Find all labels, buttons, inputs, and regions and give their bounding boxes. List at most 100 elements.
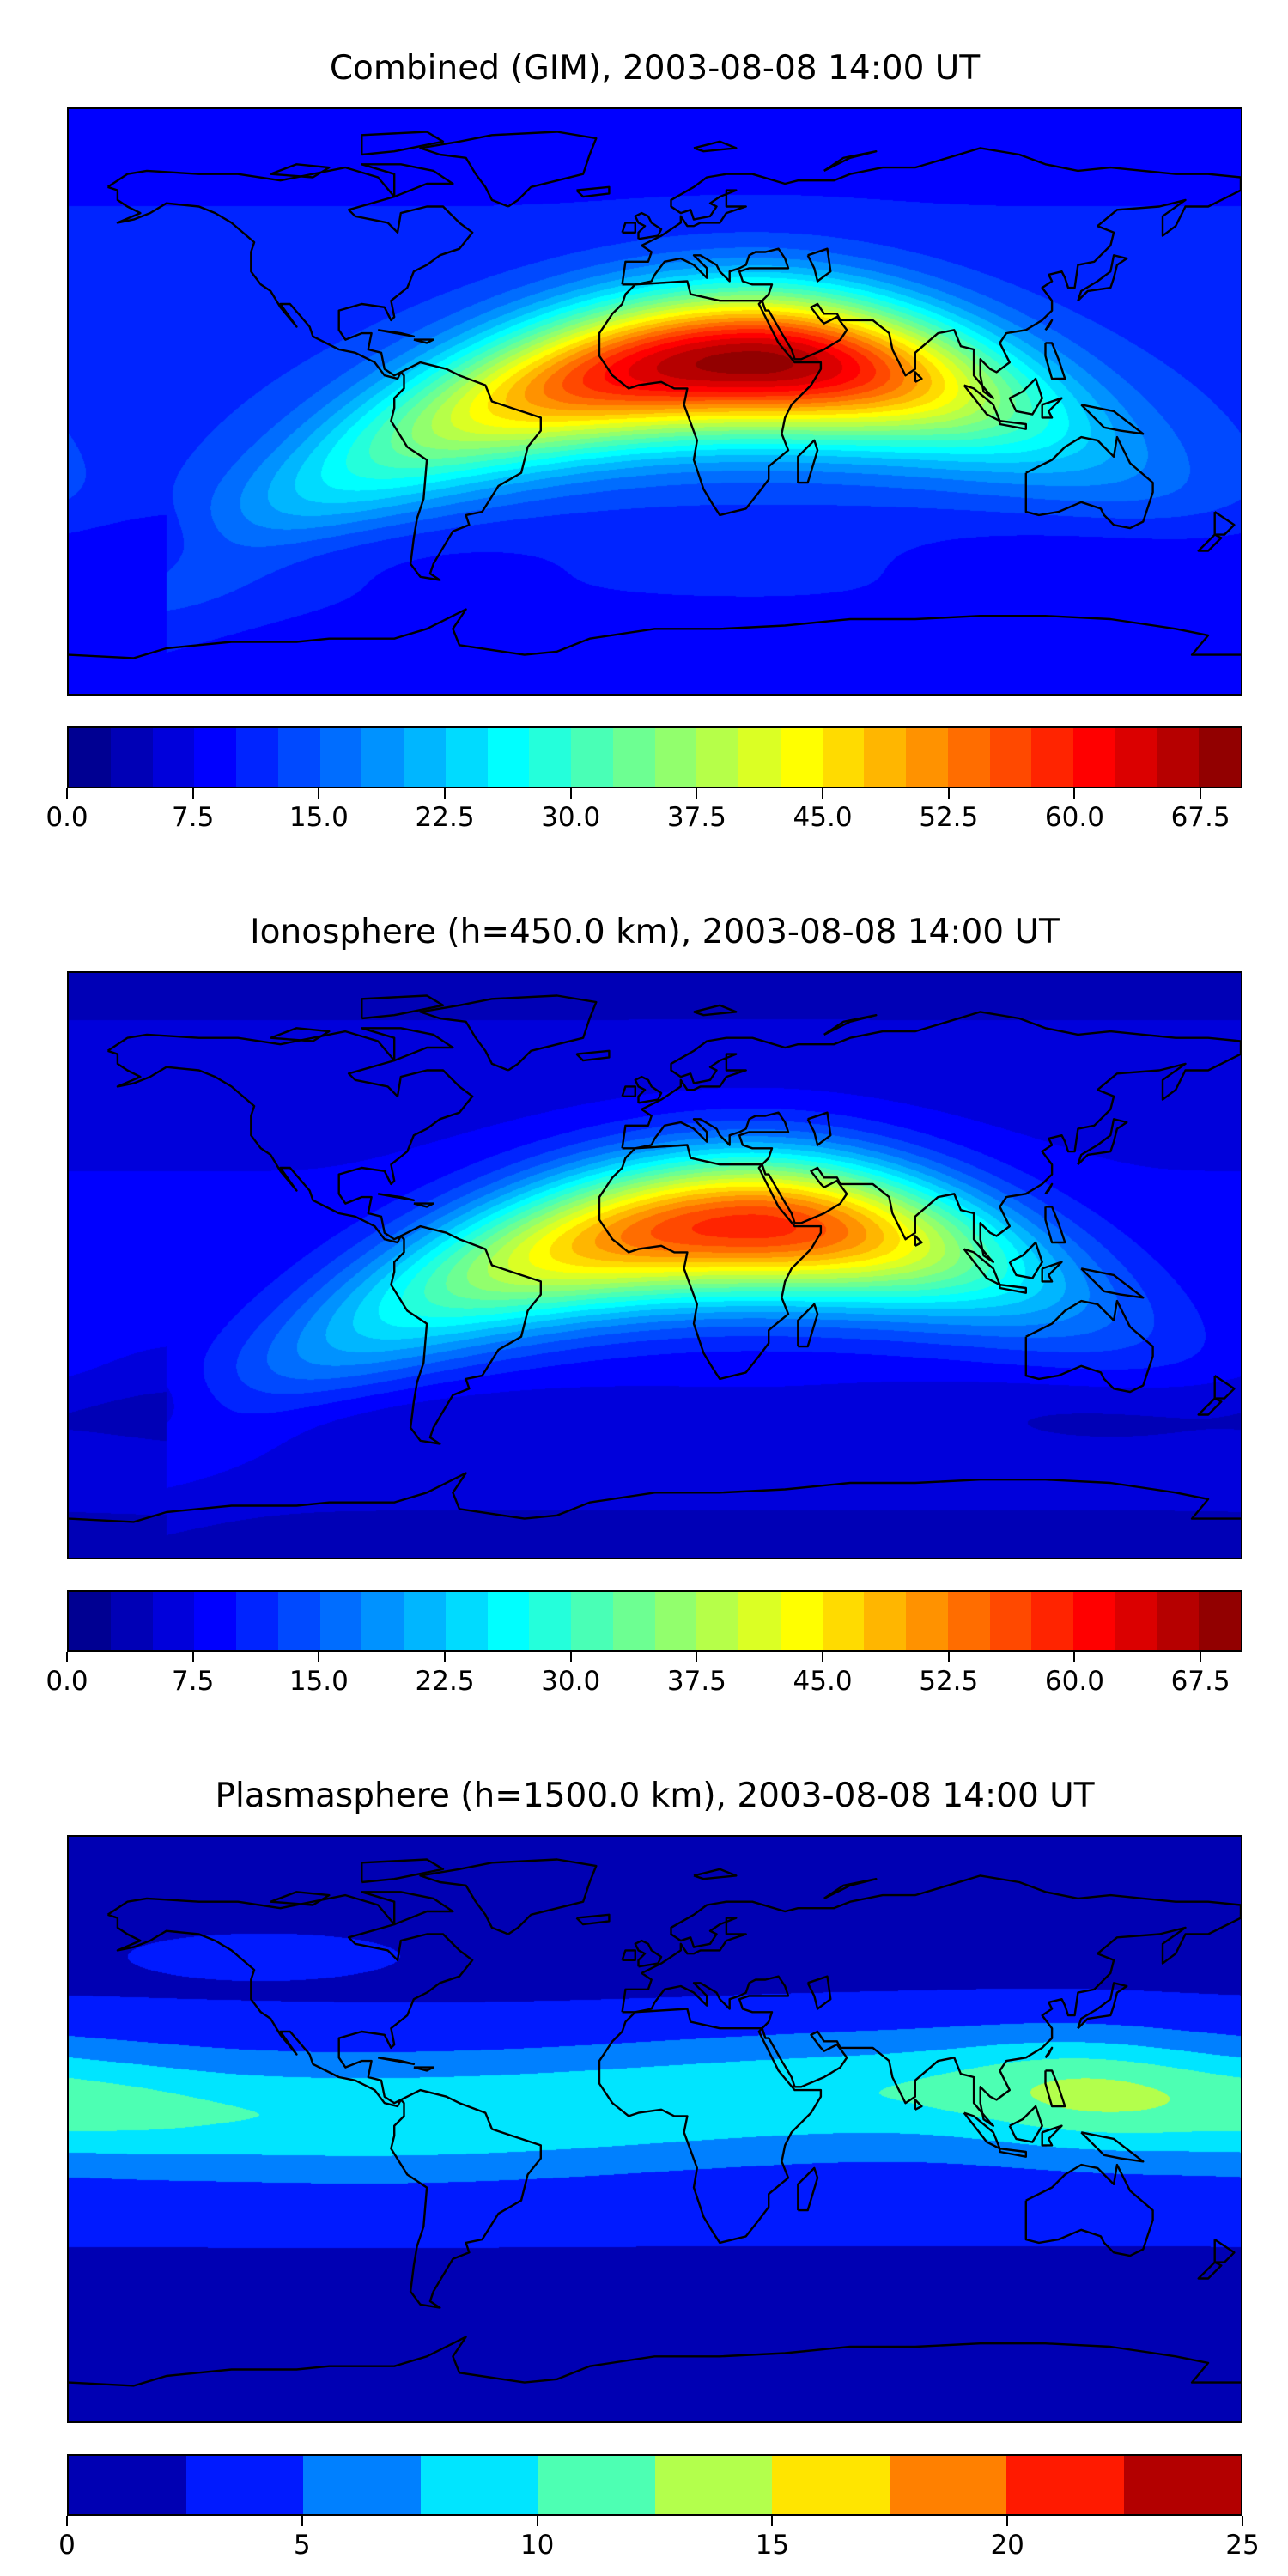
tick-mark [66, 1652, 68, 1662]
tick-label: 67.5 [1170, 1666, 1230, 1697]
colorbar-bin [1199, 1592, 1241, 1650]
coastline [413, 338, 434, 344]
coastline [390, 361, 542, 581]
tick-label: 5 [293, 2530, 311, 2561]
tick-label: 37.5 [666, 802, 726, 833]
tick-mark [947, 1652, 950, 1662]
colorbar-bin [1199, 728, 1241, 787]
coastline [106, 166, 474, 380]
colorbar-bin [445, 728, 488, 787]
tick-label: 45.0 [793, 802, 853, 833]
colorbar-bin [236, 1592, 278, 1650]
colorbar-bin [420, 2456, 538, 2514]
tick-label: 60.0 [1044, 1666, 1104, 1697]
colorbar-bin [1031, 1592, 1073, 1650]
colorbar-ticks: 0.0 7.5 15.0 22.5 30.0 37.5 45.0 52.5 60.0 67.5 [46, 1652, 1242, 1704]
colorbar-bin [277, 1592, 320, 1650]
tick-mark [301, 2516, 303, 2526]
colorbar-bin [1157, 728, 1200, 787]
tick-label: 60.0 [1044, 802, 1104, 833]
coastline [914, 1235, 923, 1247]
tick-label: 22.5 [415, 1666, 475, 1697]
colorbar-bin [1157, 1592, 1200, 1650]
colorbar-bin [780, 728, 823, 787]
coastline [69, 1472, 1241, 1523]
coastline [1008, 2105, 1043, 2143]
tick-label: 30.0 [541, 1666, 601, 1697]
coastline [1077, 1118, 1128, 1166]
tick-label: 7.5 [172, 1666, 215, 1697]
coastline [1041, 397, 1063, 419]
map-combined [67, 107, 1242, 696]
coastline [419, 1858, 598, 1935]
coastline [621, 1011, 1241, 1263]
colorbar [67, 2454, 1242, 2516]
colorbar-bin [1031, 728, 1073, 787]
tick-label: 25 [1225, 2530, 1260, 2561]
coastline [413, 1202, 434, 1208]
coastline [634, 1939, 663, 1968]
colorbar-bin [906, 728, 948, 787]
colorbar-bin [445, 1592, 488, 1650]
tick-label: 67.5 [1170, 802, 1230, 833]
tick-mark [66, 788, 68, 799]
tick-label: 15.0 [289, 1666, 349, 1697]
colorbar-bin [612, 728, 655, 787]
tick-label: 37.5 [666, 1666, 726, 1697]
tick-mark [1242, 2516, 1243, 2526]
colorbar-bin [889, 2456, 1006, 2514]
tick-mark [569, 1652, 572, 1662]
tick-label: 22.5 [415, 802, 475, 833]
colorbar-bin [185, 2456, 303, 2514]
coastline [598, 2008, 823, 2245]
coastline [963, 1248, 1001, 1286]
colorbar-bin [654, 2456, 772, 2514]
coastline [999, 2148, 1027, 2158]
coastline [575, 1913, 611, 1926]
tec-field [69, 1837, 1241, 2421]
colorbar-bin [194, 728, 236, 787]
coastline [1080, 404, 1145, 435]
coastline [1197, 2261, 1223, 2280]
tick-label: 10 [519, 2530, 555, 2561]
colorbar-bin [319, 728, 362, 787]
coastline [419, 131, 598, 208]
tick-mark [771, 2516, 774, 2526]
coastline [1213, 511, 1236, 536]
colorbar-bin [822, 1592, 865, 1650]
coastline [1080, 2131, 1145, 2163]
coastline [1044, 1206, 1066, 1244]
colorbar-bin [989, 1592, 1032, 1650]
coastline [598, 280, 823, 517]
coastline [69, 2336, 1241, 2387]
colorbar-bin [654, 1592, 697, 1650]
coastline [1041, 2124, 1063, 2147]
coastline [806, 1975, 832, 2010]
chart-title: Ionosphere (h=450.0 km), 2003-08-08 14:0… [250, 913, 1060, 951]
coastline [1044, 342, 1066, 380]
colorbar-bin [947, 728, 990, 787]
coastline [621, 222, 636, 234]
colorbar-bin [772, 2456, 890, 2514]
colorbar-bin [864, 728, 906, 787]
coastline [419, 994, 598, 1072]
colorbar-bin [277, 728, 320, 787]
coastline [621, 1085, 636, 1097]
coastline [361, 1891, 454, 1926]
coastline [598, 1144, 823, 1381]
tick-mark [822, 1652, 824, 1662]
coastline [1077, 254, 1128, 302]
coastline [390, 2088, 542, 2309]
coastline [361, 1027, 454, 1062]
coastlines [69, 994, 1241, 1523]
colorbar-bin [864, 1592, 906, 1650]
colorbar-bin [612, 1592, 655, 1650]
coastline [270, 163, 331, 179]
colorbar-bin [69, 2456, 186, 2514]
colorbar-bin [361, 728, 404, 787]
tick-mark [66, 2516, 68, 2526]
coastline [1024, 1299, 1154, 1394]
colorbar-bin [1115, 1592, 1157, 1650]
coastline [1044, 1182, 1054, 1195]
tick-mark [569, 788, 572, 799]
